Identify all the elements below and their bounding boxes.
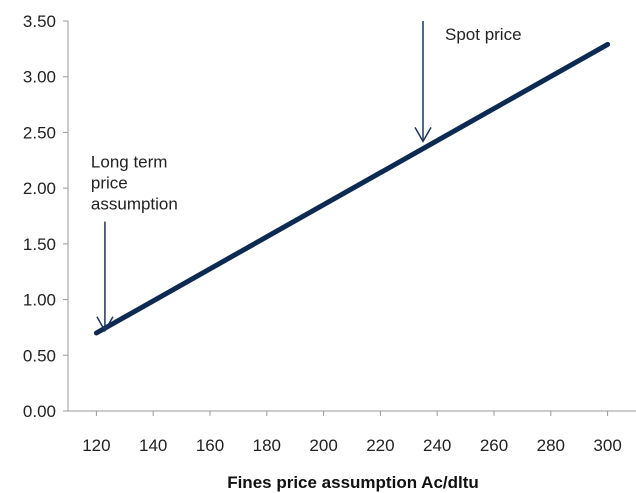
annotation-label: Long term	[91, 153, 168, 172]
y-tick-label: 2.00	[23, 179, 56, 198]
y-tick-label: 0.50	[23, 346, 56, 365]
x-tick-label: 240	[423, 436, 451, 455]
x-tick-label: 200	[309, 436, 337, 455]
annotations-layer: Spot price Long term price assumption	[91, 21, 522, 333]
x-tick-label: 120	[82, 436, 110, 455]
x-tick-label: 220	[366, 436, 394, 455]
x-tick-label: 140	[139, 436, 167, 455]
y-tick-label: 2.50	[23, 123, 56, 142]
x-tick-label: 280	[537, 436, 565, 455]
axes: 0.00 0.50 1.00 1.50 2.00 2.50 3.00 3.50 120 140 16…	[23, 12, 636, 455]
y-tick-label: 0.00	[23, 402, 56, 421]
annotation-label: price	[91, 174, 128, 193]
annotation-arrow-head	[414, 126, 432, 143]
x-tick-label: 260	[480, 436, 508, 455]
y-tick-label: 1.50	[23, 235, 56, 254]
x-tick-label: 300	[593, 436, 621, 455]
annotation-label: Spot price	[445, 25, 522, 44]
annotation-arrow-head	[96, 316, 114, 333]
y-tick-label: 3.00	[23, 68, 56, 87]
x-tick-label: 160	[196, 436, 224, 455]
annotation-label: assumption	[91, 195, 178, 214]
series-line	[93, 41, 611, 336]
y-tick-label: 1.00	[23, 291, 56, 310]
series-layer	[93, 41, 611, 336]
y-tick-label: 3.50	[23, 12, 56, 31]
x-axis-title: Fines price assumption Ac/dltu	[227, 473, 479, 492]
x-tick-label: 180	[253, 436, 281, 455]
